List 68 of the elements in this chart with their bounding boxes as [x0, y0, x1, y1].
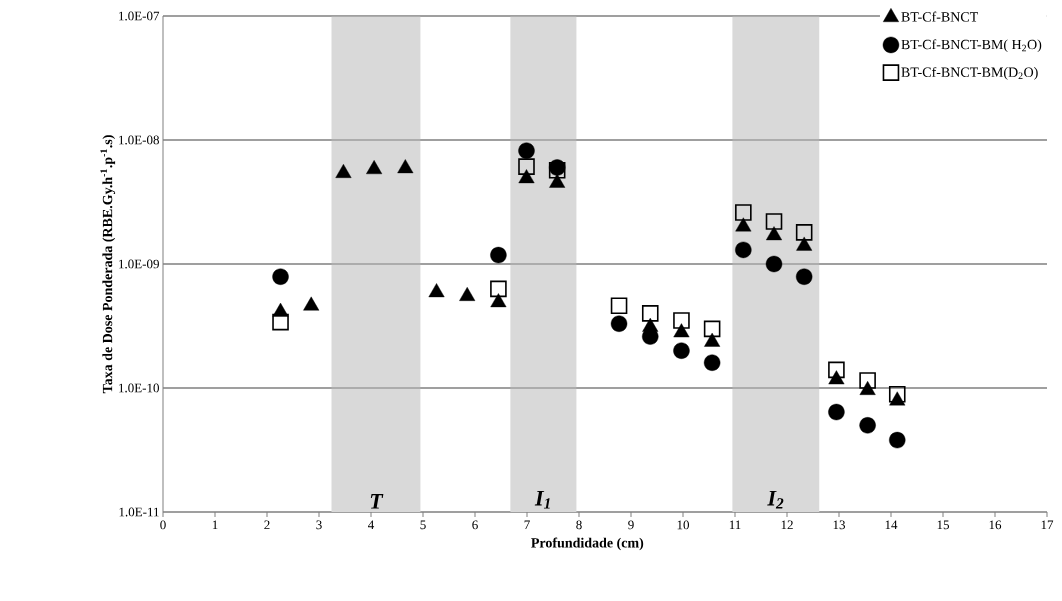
point	[490, 293, 507, 308]
point	[888, 385, 906, 403]
point	[795, 224, 813, 241]
point	[735, 241, 752, 259]
y-tick-label: 1.0E-09	[119, 259, 159, 269]
point	[828, 370, 845, 385]
point	[490, 280, 507, 298]
point	[490, 246, 507, 264]
point	[859, 372, 876, 389]
point	[518, 142, 535, 159]
point	[397, 159, 414, 174]
point	[703, 354, 721, 371]
x-tick-label: 5	[420, 520, 426, 530]
x-tick-label: 3	[316, 520, 322, 530]
point	[673, 312, 690, 329]
x-tick-label: 16	[989, 520, 1002, 530]
x-tick-label: 15	[937, 520, 950, 530]
x-tick-label: 7	[524, 520, 530, 530]
x-tick-label: 11	[729, 520, 741, 530]
x-axis-title: Profundidade (cm)	[531, 537, 644, 551]
point	[428, 283, 445, 298]
point	[796, 236, 813, 251]
x-tick-label: 1	[212, 520, 218, 530]
point	[303, 296, 320, 311]
point	[272, 268, 289, 285]
point	[459, 287, 476, 301]
point	[765, 213, 783, 230]
band-label: I$_{2}$	[767, 490, 784, 509]
x-tick-label: 0	[160, 520, 166, 530]
x-tick-label: 14	[885, 520, 898, 530]
point	[735, 204, 752, 221]
point	[828, 361, 845, 379]
x-tick-label: 4	[368, 520, 375, 530]
point	[641, 305, 659, 322]
point	[889, 431, 906, 449]
point	[610, 297, 628, 315]
legend-label: BT-Cf-BNCT-BM( H$_{2}$O)	[901, 39, 1042, 53]
x-tick-label: 13	[833, 520, 846, 530]
x-tick-label: 12	[781, 520, 793, 530]
y-tick-label: 1.0E-08	[119, 135, 159, 145]
band-label: I$_{1}$	[534, 490, 550, 509]
x-tick-label: 8	[576, 520, 582, 530]
point	[765, 255, 783, 273]
point	[828, 403, 845, 421]
y-tick-label: 1.0E-11	[119, 507, 159, 517]
point	[795, 268, 813, 285]
y-tick-label: 1.0E-07	[119, 11, 160, 21]
x-tick-label: 17	[1041, 520, 1054, 530]
point	[366, 160, 383, 175]
point	[518, 158, 535, 175]
point	[766, 226, 783, 241]
point	[859, 417, 876, 434]
point	[735, 217, 752, 232]
point	[703, 320, 721, 338]
y-axis-title: Taxa de Dose Ponderada (RBE.Gy.h$^{-1}$.p$^{-1}$.s)	[100, 135, 116, 394]
point	[335, 163, 352, 178]
x-tick-label: 10	[677, 520, 690, 530]
point	[610, 315, 628, 332]
legend-label: BT-Cf-BNCT-BM(D$_{2}$O)	[901, 66, 1038, 80]
x-tick-label: 2	[264, 520, 270, 530]
point	[272, 313, 289, 331]
point	[673, 342, 690, 359]
y-tick-label: 1.0E-10	[119, 383, 159, 393]
x-tick-label: 6	[472, 520, 478, 530]
legend-label: BT-Cf-BNCT	[901, 11, 978, 22]
point	[704, 332, 721, 347]
x-tick-label: 9	[628, 520, 634, 530]
band-label: T	[370, 494, 384, 509]
